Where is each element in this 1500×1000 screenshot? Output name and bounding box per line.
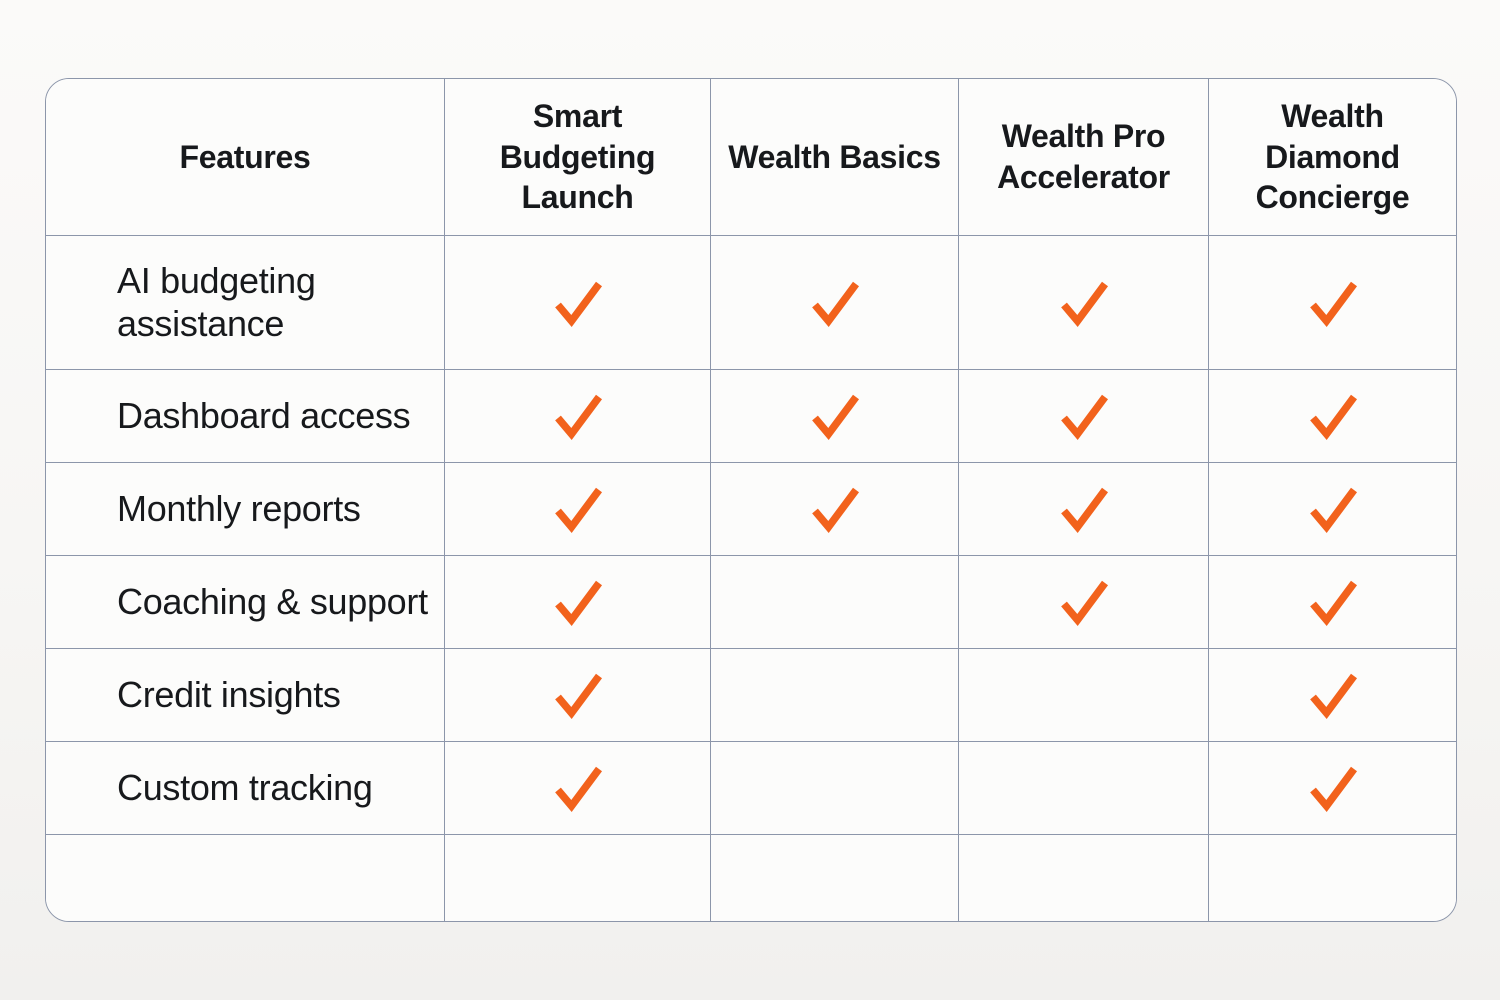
feature-name: Credit insights bbox=[117, 673, 341, 715]
feature-name: AI budgeting assistance bbox=[117, 260, 316, 344]
column-header-features: Features bbox=[46, 79, 445, 236]
check-cell bbox=[959, 370, 1209, 463]
check-icon bbox=[549, 275, 607, 331]
feature-name: Custom tracking bbox=[117, 766, 373, 808]
check-cell bbox=[711, 370, 959, 463]
comparison-grid: Features Smart Budgeting Launch Wealth B… bbox=[46, 79, 1456, 921]
check-cell bbox=[711, 742, 959, 835]
check-icon bbox=[1304, 275, 1362, 331]
check-cell bbox=[711, 556, 959, 649]
feature-cell: Credit insights bbox=[46, 649, 445, 742]
comparison-table: Features Smart Budgeting Launch Wealth B… bbox=[45, 78, 1457, 922]
feature-cell: Coaching & support bbox=[46, 556, 445, 649]
column-header-label: Wealth Diamond Concierge bbox=[1255, 98, 1410, 216]
column-header-label: Features bbox=[179, 138, 311, 175]
check-icon bbox=[549, 667, 607, 723]
column-header-label: Wealth Pro Accelerator bbox=[997, 118, 1170, 195]
check-cell bbox=[711, 236, 959, 370]
check-icon bbox=[549, 574, 607, 630]
check-cell bbox=[959, 236, 1209, 370]
feature-name: Monthly reports bbox=[117, 487, 361, 529]
column-header-label: Wealth Basics bbox=[728, 138, 941, 175]
check-cell bbox=[959, 556, 1209, 649]
feature-name: Coaching & support bbox=[117, 580, 428, 622]
check-icon bbox=[1055, 388, 1113, 444]
check-icon bbox=[1304, 574, 1362, 630]
check-cell bbox=[959, 649, 1209, 742]
check-cell bbox=[445, 236, 711, 370]
check-icon bbox=[1304, 667, 1362, 723]
feature-name: Dashboard access bbox=[117, 394, 411, 436]
column-header-wealth-basics: Wealth Basics bbox=[711, 79, 959, 236]
check-cell bbox=[1209, 236, 1456, 370]
check-cell bbox=[1209, 835, 1456, 921]
feature-cell: Monthly reports bbox=[46, 463, 445, 556]
column-header-label: Smart Budgeting Launch bbox=[499, 98, 656, 216]
check-cell bbox=[1209, 370, 1456, 463]
feature-cell: AI budgeting assistance bbox=[46, 236, 445, 370]
check-icon bbox=[806, 275, 864, 331]
check-icon bbox=[806, 481, 864, 537]
check-cell bbox=[445, 835, 711, 921]
check-icon bbox=[549, 388, 607, 444]
check-cell bbox=[1209, 463, 1456, 556]
check-cell bbox=[711, 835, 959, 921]
check-icon bbox=[1304, 760, 1362, 816]
check-cell bbox=[711, 463, 959, 556]
check-icon bbox=[549, 481, 607, 537]
check-cell bbox=[959, 742, 1209, 835]
check-cell bbox=[445, 463, 711, 556]
check-cell bbox=[711, 649, 959, 742]
check-cell bbox=[1209, 649, 1456, 742]
check-cell bbox=[445, 649, 711, 742]
check-cell bbox=[1209, 742, 1456, 835]
column-header-wealth-diamond-concierge: Wealth Diamond Concierge bbox=[1209, 79, 1456, 236]
check-icon bbox=[1304, 481, 1362, 537]
check-cell bbox=[959, 463, 1209, 556]
check-icon bbox=[1055, 481, 1113, 537]
check-cell bbox=[1209, 556, 1456, 649]
column-header-smart-budgeting-launch: Smart Budgeting Launch bbox=[445, 79, 711, 236]
check-cell bbox=[445, 370, 711, 463]
feature-cell bbox=[46, 835, 445, 921]
feature-cell: Custom tracking bbox=[46, 742, 445, 835]
check-cell bbox=[445, 556, 711, 649]
check-cell bbox=[445, 742, 711, 835]
check-icon bbox=[549, 760, 607, 816]
check-icon bbox=[806, 388, 864, 444]
column-header-wealth-pro-accelerator: Wealth Pro Accelerator bbox=[959, 79, 1209, 236]
check-icon bbox=[1055, 275, 1113, 331]
feature-cell: Dashboard access bbox=[46, 370, 445, 463]
check-icon bbox=[1304, 388, 1362, 444]
check-cell bbox=[959, 835, 1209, 921]
check-icon bbox=[1055, 574, 1113, 630]
